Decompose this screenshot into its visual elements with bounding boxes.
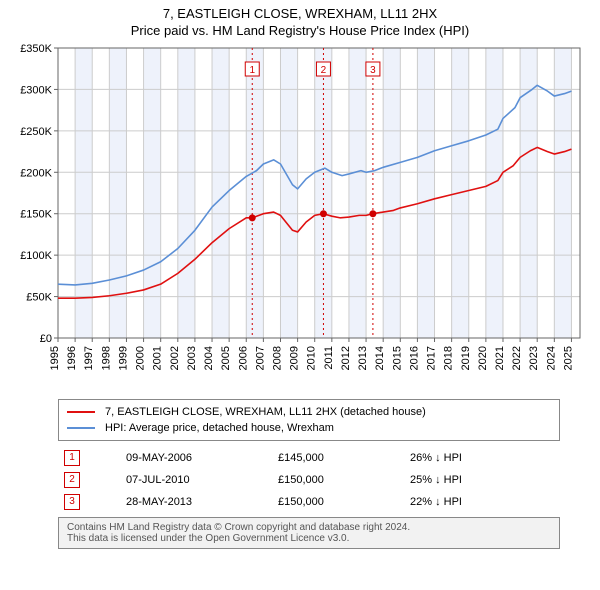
chart-svg: £0 £50K £100K £150K £200K £250K £300K £350K 1995… [0,38,600,388]
page: 7, EASTLEIGH CLOSE, WREXHAM, LL11 2HX Pr… [0,0,600,549]
legend-label: HPI: Average price, detached house, Wrex… [105,420,334,436]
x-tick-label: 2018 [443,346,455,370]
footer: Contains HM Land Registry data © Crown c… [58,517,560,549]
table-row: 1 09-MAY-2006£145,00026% ↓ HPI [58,447,560,469]
year-band [349,48,366,338]
year-band [280,48,297,338]
x-tick-label: 2015 [391,346,403,370]
sale-date: 07-JUL-2010 [120,469,272,491]
sales-table: 1 09-MAY-2006£145,00026% ↓ HPI 2 07-JUL-201… [58,447,560,513]
sale-price: £150,000 [272,491,404,513]
x-tick-label: 1998 [100,346,112,370]
year-band [486,48,503,338]
x-tick-label: 1996 [66,346,78,370]
x-tick-label: 2024 [545,346,557,370]
marker-box: 2 [64,472,80,488]
chart: £0 £50K £100K £150K £200K £250K £300K £350K 1995… [0,38,600,393]
sale-delta: 22% ↓ HPI [404,491,560,513]
table-row: 2 07-JUL-2010£150,00025% ↓ HPI [58,469,560,491]
marker-box: 1 [64,450,80,466]
legend: 7, EASTLEIGH CLOSE, WREXHAM, LL11 2HX (d… [58,399,560,441]
year-band [246,48,263,338]
title-main: 7, EASTLEIGH CLOSE, WREXHAM, LL11 2HX [0,6,600,21]
sale-date: 09-MAY-2006 [120,447,272,469]
x-tick-label: 2014 [374,346,386,370]
marker-number: 3 [370,65,376,76]
x-tick-label: 2011 [323,346,335,370]
x-tick-label: 2017 [426,346,438,370]
y-tick-label: £0 [40,333,52,345]
y-tick-label: £200K [20,167,52,179]
x-tick-label: 2003 [186,346,198,370]
marker-number: 1 [249,65,255,76]
y-tick-label: £350K [20,43,52,55]
titles: 7, EASTLEIGH CLOSE, WREXHAM, LL11 2HX Pr… [0,0,600,38]
y-tick-label: £300K [20,84,52,96]
x-tick-label: 2013 [357,346,369,370]
sale-dot [369,210,376,217]
x-tick-label: 2025 [562,346,574,370]
sale-price: £145,000 [272,447,404,469]
table-row: 3 28-MAY-2013£150,00022% ↓ HPI [58,491,560,513]
x-tick-label: 2006 [237,346,249,370]
marker-number: 2 [321,65,327,76]
footer-line2: This data is licensed under the Open Gov… [67,533,551,544]
x-tick-label: 2010 [306,346,318,370]
x-tick-label: 2022 [511,346,523,370]
x-tick-label: 2000 [135,346,147,370]
y-tick-label: £150K [20,209,52,221]
x-tick-label: 1997 [83,346,95,370]
legend-row: HPI: Average price, detached house, Wrex… [67,420,551,436]
sale-dot [320,210,327,217]
x-tick-label: 2004 [203,346,215,370]
x-tick-label: 2002 [169,346,181,370]
x-tick-label: 2007 [254,346,266,370]
x-tick-label: 2023 [528,346,540,370]
y-tick-label: £250K [20,126,52,138]
x-tick-label: 2009 [289,346,301,370]
x-tick-label: 2020 [477,346,489,370]
legend-label: 7, EASTLEIGH CLOSE, WREXHAM, LL11 2HX (d… [105,404,426,420]
x-tick-label: 2005 [220,346,232,370]
legend-swatch [67,411,95,413]
year-band [75,48,92,338]
x-tick-label: 2008 [271,346,283,370]
sale-delta: 26% ↓ HPI [404,447,560,469]
sale-date: 28-MAY-2013 [120,491,272,513]
y-tick-label: £100K [20,250,52,262]
footer-line1: Contains HM Land Registry data © Crown c… [67,522,551,533]
year-band [383,48,400,338]
year-band [144,48,161,338]
title-sub: Price paid vs. HM Land Registry's House … [0,23,600,38]
x-tick-label: 2012 [340,346,352,370]
year-band [178,48,195,338]
x-tick-label: 1999 [117,346,129,370]
year-band [417,48,434,338]
x-tick-label: 2021 [494,346,506,370]
y-tick-label: £50K [26,292,52,304]
legend-row: 7, EASTLEIGH CLOSE, WREXHAM, LL11 2HX (d… [67,404,551,420]
x-tick-label: 2019 [460,346,472,370]
x-tick-label: 1995 [49,346,61,370]
x-tick-label: 2016 [408,346,420,370]
sale-price: £150,000 [272,469,404,491]
x-tick-label: 2001 [152,346,164,370]
legend-swatch [67,427,95,429]
sale-dot [249,214,256,221]
sale-delta: 25% ↓ HPI [404,469,560,491]
marker-box: 3 [64,494,80,510]
